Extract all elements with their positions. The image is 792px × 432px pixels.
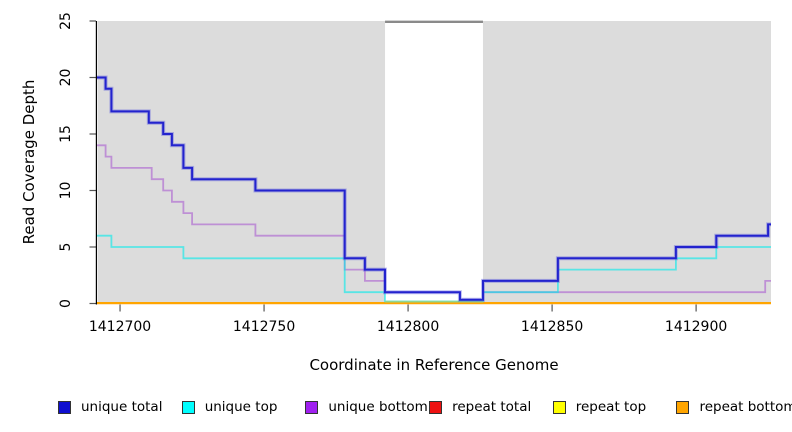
- legend-label: unique top: [204, 399, 278, 415]
- legend-item-unique-bottom: unique bottom: [305, 399, 429, 416]
- y-tick-label: 20: [58, 69, 74, 87]
- series-lines: [97, 75, 771, 305]
- coverage-gap-region: [385, 21, 483, 304]
- x-tick-label: 1412700: [89, 319, 151, 335]
- chart-legend: unique total unique top unique bottom re…: [58, 399, 792, 416]
- unique-bottom-swatch-icon: [305, 401, 319, 414]
- repeat-total-swatch-icon: [429, 401, 443, 414]
- legend-label: repeat bottom: [699, 399, 792, 415]
- legend-item-repeat-bottom: repeat bottom: [676, 399, 792, 416]
- legend-label: unique total: [81, 399, 163, 415]
- axis-ticks: [89, 20, 697, 312]
- legend-item-repeat-total: repeat total: [429, 399, 553, 416]
- repeat-bottom-swatch-icon: [676, 401, 690, 414]
- unique-top-swatch-icon: [181, 401, 195, 414]
- legend-label: repeat top: [575, 399, 647, 415]
- y-tick-label: 15: [58, 125, 74, 143]
- y-tick-label: 10: [58, 182, 74, 200]
- legend-label: repeat total: [452, 399, 532, 415]
- y-tick-label: 5: [58, 243, 74, 252]
- x-tick-label: 1412850: [521, 319, 583, 335]
- legend-item-repeat-top: repeat top: [552, 399, 677, 416]
- unique-total-swatch-icon: [58, 401, 71, 414]
- y-tick-label: 25: [58, 12, 74, 30]
- y-tick-label: 0: [58, 299, 74, 308]
- repeat-top-swatch-icon: [552, 401, 566, 414]
- x-tick-label: 1412750: [233, 319, 295, 335]
- legend-label: unique bottom: [328, 399, 428, 415]
- y-axis-title: Read Coverage Depth: [20, 79, 38, 245]
- legend-item-unique-total: unique total: [58, 399, 182, 416]
- coverage-chart: 1412700 1412750 1412800 1412850 1412900 0 5 10 1…: [58, 12, 771, 335]
- x-axis-title: Coordinate in Reference Genome: [309, 356, 559, 374]
- x-tick-label: 1412900: [665, 319, 727, 335]
- axis-tick-labels: 1412700 1412750 1412800 1412850 1412900 0 5 10 1…: [58, 12, 727, 335]
- legend-item-unique-top: unique top: [181, 399, 306, 416]
- series-unique-total: [97, 76, 771, 301]
- x-tick-label: 1412800: [377, 319, 439, 335]
